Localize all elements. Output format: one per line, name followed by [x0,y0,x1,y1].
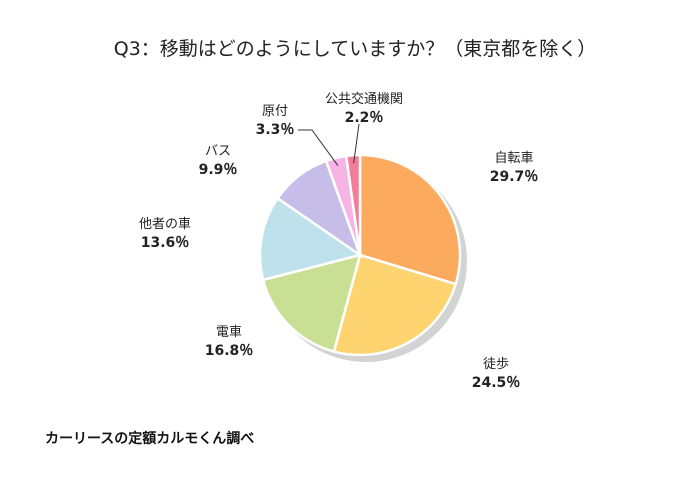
pie-slice-1 [332,253,458,357]
slice-labels: 自転車 29.7％ 徒歩 24.5％ 電車 16.8％ 他者の車 13.6％ バス 9.9％ 原付 3… [139,91,538,391]
slice-label-5: 原付 [262,104,288,119]
slice-value-6: 2.2％ [345,110,384,126]
slice-label-2: 電車 [216,325,242,340]
pie-slice-3 [258,196,363,282]
slice-value-4: 9.9％ [199,162,238,178]
pie-slices [258,153,462,357]
slice-value-5: 3.3％ [256,122,295,138]
slice-label-3: 他者の車 [139,217,191,232]
source-note: カーリースの定額カルモくん調べ [45,431,255,447]
slice-value-0: 29.7％ [490,169,539,185]
slice-label-1: 徒歩 [483,357,509,372]
slice-label-0: 自転車 [494,151,533,166]
leader-line-gentsuki [298,129,339,166]
slice-value-2: 16.8％ [205,343,254,359]
slice-value-1: 24.5％ [472,375,521,391]
pie-slice-2 [261,253,362,354]
leader-lines [298,123,360,166]
chart-title: Q3：移動はどのようにしていますか？（東京都を除く） [114,38,596,60]
pie-slice-0 [358,153,462,286]
slice-label-6: 公共交通機関 [325,91,403,107]
pie-slice-6 [344,153,362,256]
leader-line-public [353,123,360,164]
slice-label-4: バス [205,144,231,159]
slice-value-3: 13.6％ [141,235,190,251]
